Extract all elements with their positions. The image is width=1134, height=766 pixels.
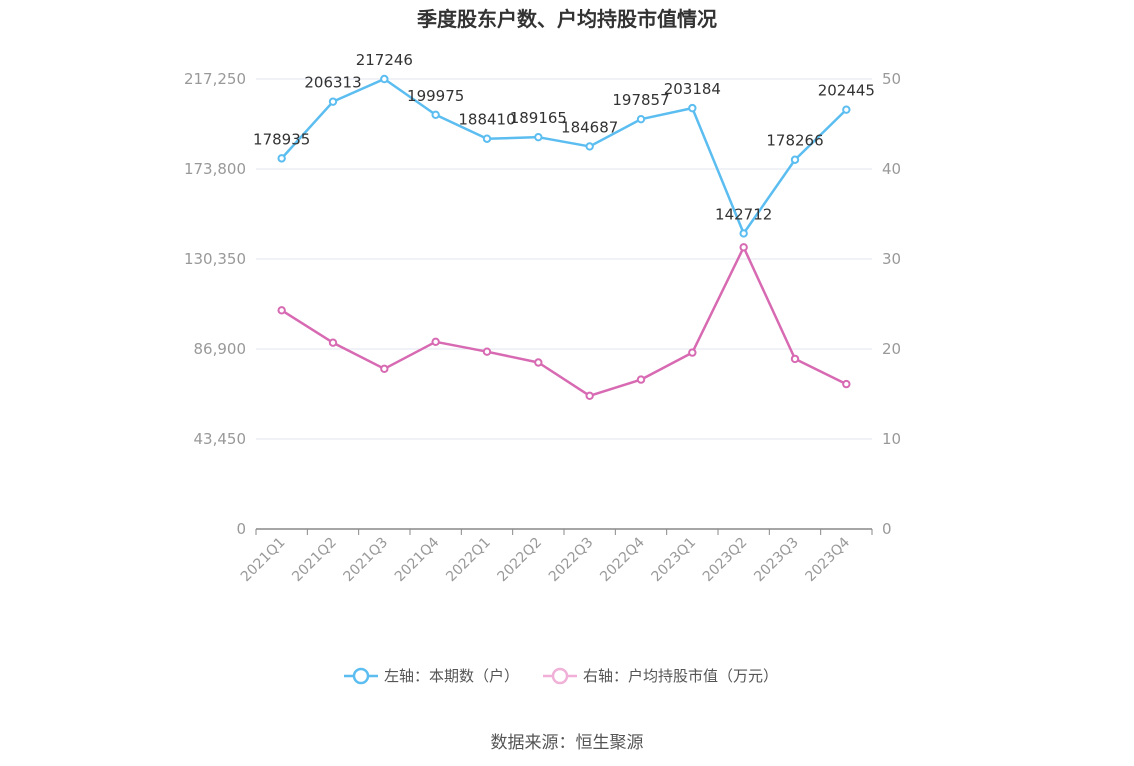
data-point: [585, 142, 594, 151]
legend-item-holders[interactable]: 左轴：本期数（户）: [344, 667, 519, 685]
x-axis-tick-label: 2022Q2: [495, 535, 546, 586]
x-axis-tick-label: 2022Q3: [546, 535, 597, 586]
data-point: [842, 379, 851, 389]
right-axis-tick-label: 10: [882, 430, 901, 448]
legend-label: 左轴：本期数（户）: [384, 667, 519, 685]
left-axis-tick-label: 43,450: [194, 430, 247, 448]
legend-label: 右轴：户均持股市值（万元）: [583, 667, 778, 685]
left-axis-tick-label: 86,900: [194, 340, 247, 358]
data-point: [328, 338, 338, 347]
data-point: [380, 74, 389, 84]
x-axis-tick-label: 2022Q4: [597, 534, 648, 585]
x-axis-tick-label: 2021Q1: [238, 535, 289, 586]
legend[interactable]: 左轴：本期数（户） 右轴：户均持股市值（万元）: [344, 667, 778, 685]
x-axis-tick-label: 2023Q1: [649, 535, 700, 586]
legend-item-avg-value[interactable]: 右轴：户均持股市值（万元）: [543, 667, 778, 685]
data-point: [636, 375, 646, 384]
data-label: 202445: [818, 82, 875, 100]
right-axis-tick-label: 0: [882, 520, 892, 538]
data-labels: 178935 206313 217246 199975 1884101891651846…: [253, 51, 875, 223]
data-label: 203184: [664, 80, 721, 98]
data-point: [277, 154, 286, 163]
series-avg-value: [277, 243, 851, 400]
left-axis-tick-label: 130,350: [184, 250, 246, 268]
data-label: 197857: [612, 91, 669, 109]
right-axis-tick-label: 30: [882, 250, 901, 268]
data-label: 142712: [715, 205, 772, 223]
x-axis-tick-label: 2021Q2: [289, 535, 340, 586]
data-point: [585, 391, 594, 400]
grid: [256, 78, 872, 440]
data-label: 199975: [407, 87, 464, 105]
left-axis-tick-label: 217,250: [184, 70, 246, 88]
data-point: [636, 114, 646, 124]
data-point: [534, 358, 543, 367]
legend-marker: [352, 667, 370, 685]
data-point: [842, 105, 851, 114]
data-point: [431, 110, 440, 119]
data-label: 189165: [510, 109, 567, 127]
right-axis-tick-label: 20: [882, 340, 901, 358]
data-label: 178935: [253, 130, 310, 148]
x-axis-tick-label: 2021Q4: [392, 534, 443, 585]
data-point: [534, 132, 543, 142]
data-point: [380, 364, 389, 373]
series-line: [280, 77, 848, 235]
data-label: 178266: [766, 132, 823, 150]
source-note: 数据来源：恒生聚源: [491, 733, 644, 753]
right-axis-tick-label: 50: [882, 70, 901, 88]
data-point: [482, 347, 492, 356]
x-axis-tick-label: 2021Q3: [341, 535, 392, 586]
data-point: [739, 229, 748, 238]
data-point: [688, 348, 697, 357]
data-label: 217246: [356, 51, 413, 69]
data-point: [328, 97, 338, 106]
data-label: 184687: [561, 118, 618, 136]
x-axis-tick-label: 2023Q4: [803, 534, 854, 585]
right-axis-tick-label: 40: [882, 160, 901, 178]
data-point: [790, 354, 800, 364]
data-point: [431, 337, 440, 346]
series-line: [280, 246, 847, 398]
legend-marker: [551, 667, 569, 685]
data-point: [277, 306, 286, 315]
data-point: [482, 134, 492, 143]
x-axis-tick-label: 2023Q3: [751, 535, 802, 586]
data-label: 188410: [458, 111, 515, 129]
x-axis-tick-label: 2022Q1: [443, 535, 494, 586]
series: [277, 74, 851, 400]
data-label: 206313: [304, 74, 361, 92]
data-point: [688, 103, 697, 113]
left-axis-tick-label: 173,800: [184, 160, 246, 178]
left-axis-tick-label: 0: [236, 520, 246, 538]
x-axis-tick-label: 2023Q2: [700, 535, 751, 586]
chart-title: 季度股东户数、户均持股市值情况: [416, 7, 717, 31]
data-point: [739, 243, 748, 252]
data-point: [790, 155, 800, 164]
series-holders: [277, 74, 851, 238]
